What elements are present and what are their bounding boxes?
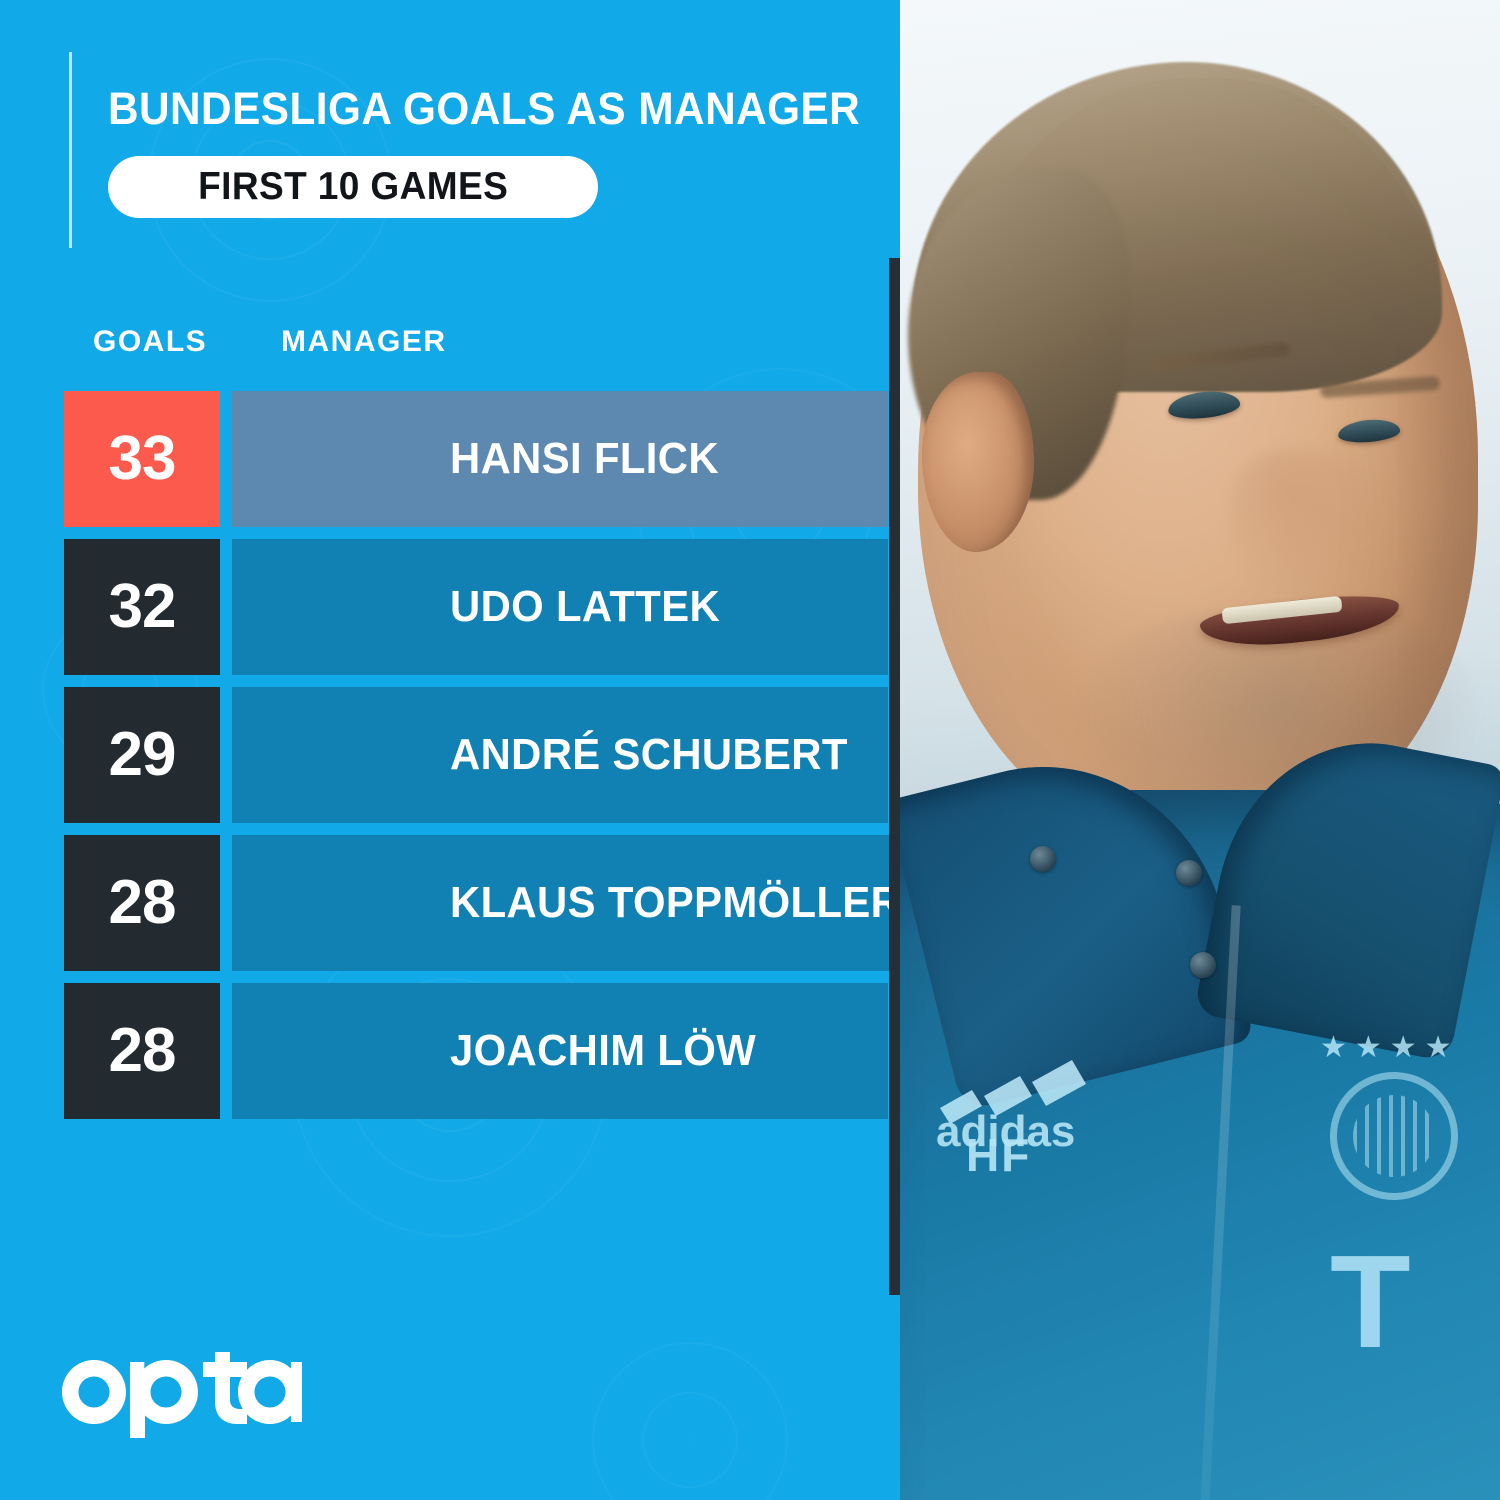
table-row: 28 JOACHIM LÖW bbox=[64, 983, 888, 1119]
goals-value: 32 bbox=[108, 572, 177, 641]
adidas-trefoil-bars-icon: adidas bbox=[936, 1060, 1086, 1156]
ranking-table: 33 HANSI FLICK 32 UDO LATTEK 29 ANDRÉ SC… bbox=[64, 391, 925, 1131]
adidas-logo-icon: adidas bbox=[932, 1040, 1142, 1160]
manager-cell: HANSI FLICK bbox=[232, 391, 888, 527]
goals-cell: 32 bbox=[64, 539, 220, 675]
column-headers: GOALS MANAGER bbox=[0, 325, 900, 369]
manager-name: KLAUS TOPPMÖLLER bbox=[450, 878, 902, 927]
column-header-goals: GOALS bbox=[93, 325, 208, 358]
manager-cell: UDO LATTEK bbox=[232, 539, 888, 675]
manager-name: ANDRÉ SCHUBERT bbox=[450, 730, 848, 779]
manager-name: JOACHIM LÖW bbox=[450, 1026, 757, 1075]
manager-name: UDO LATTEK bbox=[450, 582, 721, 631]
goals-cell: 28 bbox=[64, 983, 220, 1119]
svg-text:adidas: adidas bbox=[936, 1107, 1075, 1156]
column-header-manager: MANAGER bbox=[281, 325, 447, 358]
header-accent-line bbox=[69, 52, 72, 248]
manager-cell: ANDRÉ SCHUBERT bbox=[232, 687, 888, 823]
photo-jacket-snap bbox=[1190, 952, 1216, 978]
table-row: 33 HANSI FLICK bbox=[64, 391, 888, 527]
jacket-initials: HF bbox=[966, 1129, 1032, 1181]
photo-jacket-snap bbox=[1030, 846, 1056, 872]
goals-cell: 28 bbox=[64, 835, 220, 971]
subtitle-pill: FIRST 10 GAMES bbox=[108, 156, 598, 218]
opta-wordmark-icon bbox=[62, 1352, 306, 1438]
goals-value: 29 bbox=[108, 720, 177, 789]
photo-jacket-snap bbox=[1176, 860, 1202, 886]
table-row: 32 UDO LATTEK bbox=[64, 539, 888, 675]
manager-photo: adidas HF ★★★★ T bbox=[900, 0, 1500, 1500]
club-crest-icon bbox=[1330, 1072, 1458, 1200]
table-row: 29 ANDRÉ SCHUBERT bbox=[64, 687, 888, 823]
table-row: 28 KLAUS TOPPMÖLLER bbox=[64, 835, 925, 971]
goals-cell: 29 bbox=[64, 687, 220, 823]
goals-cell: 33 bbox=[64, 391, 220, 527]
manager-cell: KLAUS TOPPMÖLLER bbox=[232, 835, 925, 971]
club-stars: ★★★★ bbox=[1320, 1031, 1460, 1064]
photo-nose bbox=[1230, 450, 1380, 590]
opta-logo bbox=[62, 1352, 306, 1438]
manager-name: HANSI FLICK bbox=[450, 434, 719, 483]
page-title: BUNDESLIGA GOALS AS MANAGER bbox=[108, 83, 861, 134]
goals-value: 28 bbox=[108, 1016, 177, 1085]
photo-ear bbox=[922, 372, 1034, 552]
goals-value: 28 bbox=[108, 868, 177, 937]
sponsor-logo: T bbox=[1330, 1228, 1411, 1375]
manager-cell: JOACHIM LÖW bbox=[232, 983, 888, 1119]
subtitle-label: FIRST 10 GAMES bbox=[197, 165, 508, 208]
goals-value: 33 bbox=[108, 424, 177, 493]
